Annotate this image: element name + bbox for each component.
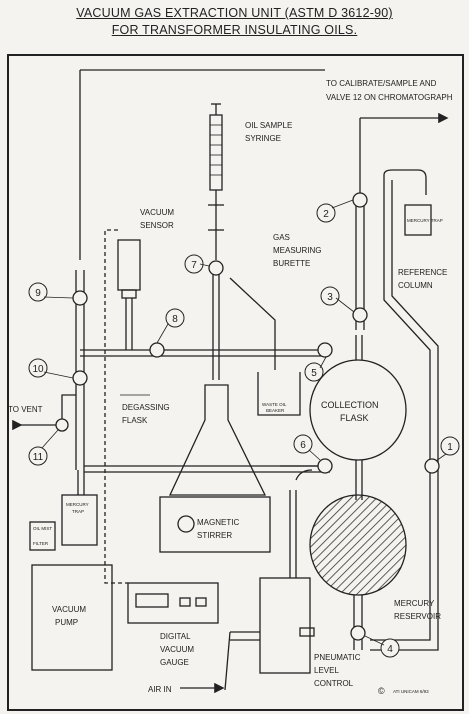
valve-7-body	[208, 260, 224, 276]
pneumatic-label-line1: PNEUMATIC	[314, 653, 361, 662]
magnetic-label-line2: STIRRER	[197, 531, 232, 540]
reservoir-drain	[353, 595, 363, 650]
mercury-reservoir-label-line2: RESERVOIR	[394, 612, 441, 621]
valve-11-label: 11	[33, 452, 44, 463]
vacuum-pump	[31, 564, 113, 671]
diagram-title-line2: FOR TRANSFORMER INSULATING OILS.	[111, 23, 358, 37]
valve-8-label: 8	[172, 314, 178, 325]
collection-flask	[309, 359, 407, 461]
copyright-symbol: ©	[378, 686, 385, 696]
vacuum-pump-label-line1: VACUUM	[52, 605, 86, 614]
mercury-reservoir	[309, 494, 407, 596]
valve-3-label: 3	[327, 292, 333, 303]
valve-2-label: 2	[323, 209, 329, 220]
valve-6-label: 6	[300, 440, 306, 451]
valve-4-body	[350, 625, 366, 641]
gas-burette-label-line3: BURETTE	[273, 259, 310, 268]
filter-label: FILTER	[33, 541, 49, 546]
digital-vacuum-gauge	[127, 582, 219, 624]
reference-label-line2: COLUMN	[398, 281, 433, 290]
main-manifold	[80, 349, 330, 357]
oil-sample-label-line2: SYRINGE	[245, 134, 281, 143]
valve-3-body	[352, 307, 368, 323]
sensor-cable	[104, 229, 118, 505]
valve-2-body	[352, 192, 368, 208]
collection-label-line1: COLLECTION	[321, 400, 379, 410]
calibrate-label-line1: TO CALIBRATE/SAMPLE AND	[326, 79, 437, 88]
gas-burette-label-line2: MEASURING	[273, 246, 321, 255]
degassing-label-line2: FLASK	[122, 416, 148, 425]
valve-4-label: 4	[387, 644, 393, 655]
mercury-reservoir-label-line1: MERCURY	[394, 599, 435, 608]
company-label: ATI UNICAM 6/93	[393, 689, 429, 694]
reference-column	[370, 180, 431, 641]
gas-burette-label-line1: GAS	[273, 233, 290, 242]
calibrate-label-line2: VALVE 12 ON CHROMATOGRAPH	[326, 93, 453, 102]
air-in-label: AIR IN	[148, 685, 172, 694]
magnetic-stirrer	[159, 496, 271, 553]
valve-1-body	[424, 458, 440, 474]
valve-11-body	[55, 418, 69, 432]
outer-frame	[7, 54, 464, 711]
lower-manifold	[84, 465, 330, 473]
pneumatic-level-control	[259, 577, 311, 674]
valve-9-label: 9	[35, 288, 41, 299]
pneumatic-label-line3: CONTROL	[314, 679, 354, 688]
pneumatic-tube	[289, 490, 297, 578]
valve-7-label: 7	[191, 260, 197, 271]
to-vent-label: TO VENT	[8, 405, 43, 414]
valve-6-body	[317, 458, 333, 474]
digital-gauge-label-line2: VACUUM	[160, 645, 194, 654]
degassing-label-line1: DEGASSING	[122, 403, 170, 412]
syringe-barrel	[209, 114, 223, 191]
collection-label-line2: FLASK	[340, 413, 369, 423]
waste-label-line2: BEAKER	[266, 408, 285, 413]
syringe-tube	[212, 268, 220, 380]
vacuum-pump-label-line2: PUMP	[55, 618, 78, 627]
valve-5-body	[317, 342, 333, 358]
valve-1-label: 1	[447, 442, 453, 453]
digital-gauge-label-line3: GAUGE	[160, 658, 189, 667]
pneumatic-label-line2: LEVEL	[314, 666, 339, 675]
mercury-trap	[61, 494, 98, 546]
vacuum-sensor-label-line2: SENSOR	[140, 221, 174, 230]
vacuum-sensor	[117, 239, 141, 291]
valve-9-body	[72, 290, 88, 306]
diagram-title-line1: VACUUM GAS EXTRACTION UNIT (ASTM D 3612-…	[76, 6, 393, 20]
waste-label-line1: WASTE OIL	[262, 402, 287, 407]
waste-line	[229, 277, 276, 370]
mercury-trap-label-line2: TRAP	[72, 509, 84, 514]
valve-10-body	[72, 370, 88, 386]
reference-label-line1: REFERENCE	[398, 268, 447, 277]
magnetic-label-line1: MAGNETIC	[197, 518, 239, 527]
mercury-trap-small-beaker	[404, 204, 432, 236]
oil-sample-label-line1: OIL SAMPLE	[245, 121, 292, 130]
degassing-flask	[168, 384, 267, 496]
oil-mist-label: OIL MIST	[33, 526, 52, 531]
oil-mist-filter	[29, 521, 56, 551]
valve-8-body	[149, 342, 165, 358]
mercury-trap-label-line1: MERCURY	[66, 502, 89, 507]
waste-oil-beaker	[257, 372, 301, 416]
digital-gauge-label-line1: DIGITAL	[160, 632, 191, 641]
valve-5-label: 5	[311, 368, 317, 379]
mercury-trap-small-label: MERCURY TRAP	[407, 218, 443, 223]
vacuum-sensor-label-line1: VACUUM	[140, 208, 174, 217]
valve-10-label: 10	[32, 364, 44, 375]
